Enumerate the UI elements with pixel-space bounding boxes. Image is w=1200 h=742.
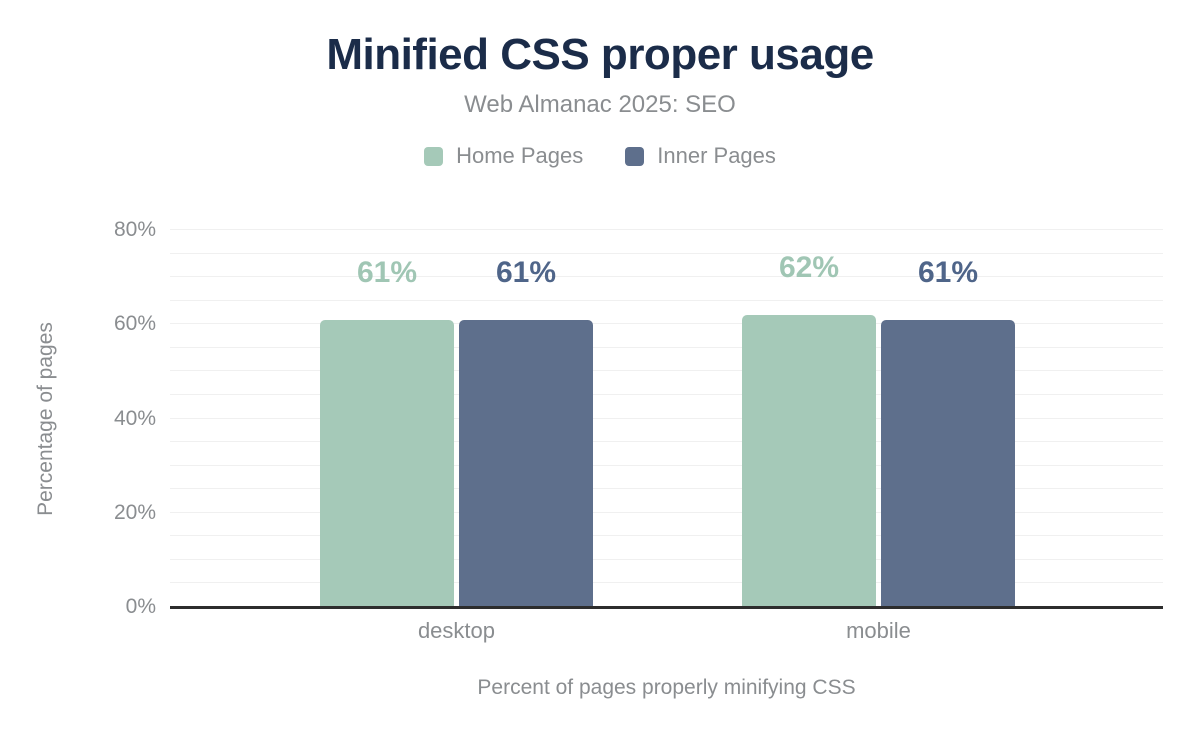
legend-label: Inner Pages — [657, 143, 776, 168]
gridline — [170, 488, 1163, 490]
legend: Home Pages Inner Pages — [0, 143, 1200, 169]
x-axis-tick-label-desktop: desktop — [417, 618, 495, 643]
bar-desktop-inner-pages[interactable] — [458, 319, 593, 607]
gridline — [170, 299, 1163, 301]
gridline — [170, 417, 1163, 419]
y-axis: 0% 20% 40% 60% 80% — [0, 218, 156, 618]
gridline — [170, 393, 1163, 395]
plot-area: 61% 61% 62% 61% — [170, 229, 1163, 609]
x-axis-line — [170, 606, 1163, 609]
gridline — [170, 229, 1163, 230]
inner-pages-swatch-icon — [625, 146, 645, 166]
gridline — [170, 511, 1163, 513]
y-axis-tick-label: 80% — [113, 218, 156, 241]
bar-value-label-desktop-home-pages: 61% — [356, 255, 417, 289]
x-axis: desktop mobile — [170, 618, 1163, 646]
gridline — [170, 464, 1163, 466]
gridline — [170, 370, 1163, 372]
y-axis-tick-label: 40% — [113, 406, 156, 430]
legend-label: Home Pages — [456, 143, 584, 168]
gridline — [170, 252, 1163, 254]
x-axis-tick-label-mobile: mobile — [846, 618, 911, 643]
bar-desktop-home-pages[interactable] — [319, 319, 454, 607]
gridline — [170, 323, 1163, 325]
gridline — [170, 582, 1163, 584]
y-axis-tick-label: 0% — [125, 595, 156, 618]
x-axis-caption: Percent of pages properly minifying CSS — [477, 676, 856, 699]
bar-value-label-mobile-inner-pages: 61% — [917, 255, 979, 289]
gridline — [170, 276, 1163, 278]
bar-value-label-mobile-home-pages: 62% — [778, 250, 840, 284]
gridline — [170, 441, 1163, 443]
chart-title: Minified CSS proper usage — [326, 30, 874, 79]
chart-subtitle: Web Almanac 2025: SEO — [464, 91, 736, 118]
legend-item-home-pages[interactable]: Home Pages — [424, 143, 583, 169]
home-pages-swatch-icon — [424, 146, 444, 166]
bar-mobile-home-pages[interactable] — [742, 314, 876, 607]
y-axis-tick-label: 60% — [113, 312, 156, 336]
bar-value-label-desktop-inner-pages: 61% — [495, 255, 556, 289]
y-axis-tick-label: 20% — [113, 500, 156, 524]
gridline — [170, 535, 1163, 537]
legend-item-inner-pages[interactable]: Inner Pages — [625, 143, 776, 169]
gridline — [170, 346, 1163, 348]
gridline — [170, 558, 1163, 560]
bar-mobile-inner-pages[interactable] — [881, 319, 1015, 607]
